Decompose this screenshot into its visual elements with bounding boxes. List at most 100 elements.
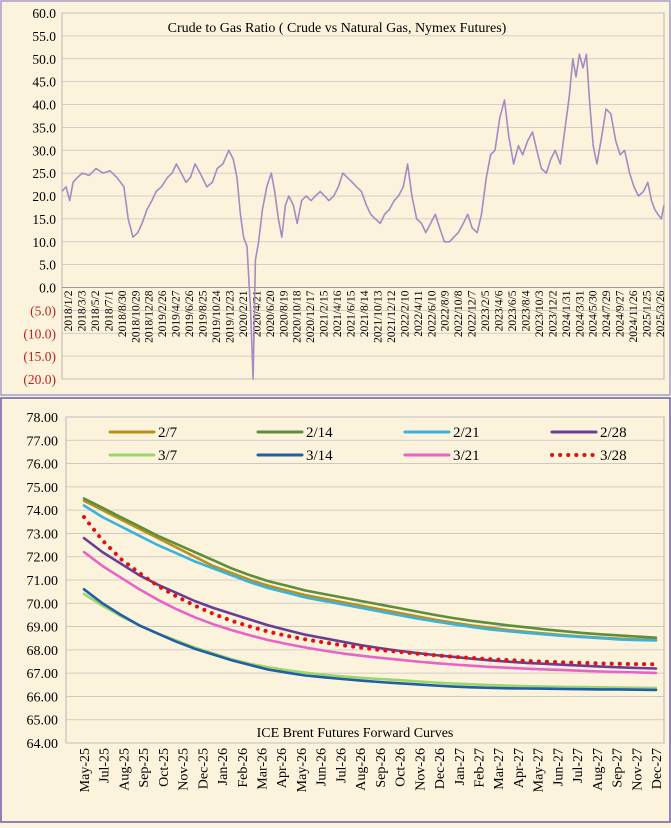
top-x-tick-label: 2019/10/24 — [211, 290, 223, 343]
legend-label-3-7: 3/7 — [158, 448, 178, 464]
top-x-tick-label: 2023/6/5 — [507, 290, 519, 331]
top-y-tick-label: 20.0 — [32, 189, 56, 204]
top-chart-frame — [0, 0, 671, 396]
top-x-tick-label: 2024/5/30 — [588, 290, 600, 337]
top-x-tick-label: 2018/12/28 — [144, 290, 156, 343]
bottom-y-tick-label: 77.00 — [27, 434, 59, 449]
bottom-x-tick-label: Jul-27 — [571, 748, 586, 783]
top-x-tick-label: 2025/3/26 — [655, 290, 667, 337]
top-x-tick-label: 2019/6/26 — [184, 290, 196, 337]
top-y-tick-label: 55.0 — [32, 29, 56, 44]
top-y-tick-label: 40.0 — [32, 98, 56, 113]
bottom-x-tick-label: Aug-25 — [117, 748, 132, 791]
bottom-x-tick-label: Nov-25 — [177, 748, 192, 791]
bottom-y-tick-label: 69.00 — [27, 621, 59, 636]
top-x-tick-label: 2024/1/31 — [561, 290, 573, 337]
top-x-tick-label: 2020/12/17 — [305, 290, 317, 343]
bottom-x-tick-label: Feb-26 — [236, 748, 251, 788]
bottom-x-tick-label: Nov-26 — [413, 748, 428, 791]
legend-label-3-21: 3/21 — [453, 448, 480, 464]
bottom-y-tick-label: 71.00 — [27, 574, 59, 589]
top-x-tick-label: 2019/4/27 — [171, 290, 183, 337]
top-x-tick-label: 2022/2/10 — [399, 290, 411, 337]
legend-label-3-14: 3/14 — [306, 448, 333, 464]
bottom-x-tick-label: Jan-27 — [453, 748, 468, 785]
bottom-y-tick-label: 72.00 — [27, 551, 59, 566]
bottom-x-tick-label: Dec-26 — [433, 748, 448, 789]
top-y-tick-label: 50.0 — [32, 52, 56, 67]
forward-curve-3-21 — [82, 550, 658, 675]
bottom-x-tick-label: Apr-27 — [512, 748, 527, 788]
top-x-tick-label: 2021/4/16 — [332, 290, 344, 337]
bottom-y-tick-label: 78.00 — [27, 411, 59, 426]
top-y-tick-label: 35.0 — [32, 120, 56, 135]
top-x-tick-label: 2024/9/27 — [615, 290, 627, 337]
brent-forward-curves-chart: 78.00 77.00 76.00 75.00 74.00 73.00 72.00 71.00… — [27, 411, 666, 792]
top-y-tick-label: (5.0) — [30, 303, 56, 318]
bottom-y-tick-label: 75.00 — [27, 481, 59, 496]
top-x-tick-label: 2021/2/15 — [319, 290, 331, 337]
top-x-tick-label: 2021/12/12 — [386, 290, 398, 343]
top-x-tick-label: 2020/2/21 — [238, 290, 250, 337]
top-x-tick-label: 2021/8/14 — [359, 290, 371, 337]
bottom-y-tick-label: 76.00 — [27, 458, 59, 473]
top-x-tick-label: 2023/4/6 — [494, 290, 506, 331]
bottom-y-tick-label: 65.00 — [27, 714, 59, 729]
top-x-tick-label: 2018/10/29 — [130, 290, 142, 343]
bottom-x-tick-label: Sep-26 — [374, 748, 389, 788]
top-x-tick-label: 2022/4/11 — [413, 290, 425, 336]
forward-curve-3-28 — [82, 515, 658, 667]
top-x-tick-label: 2019/12/23 — [224, 290, 236, 343]
top-x-tick-label: 2024/11/26 — [628, 290, 640, 342]
forward-curve-2-28 — [82, 536, 658, 670]
top-y-tick-label: 0.0 — [39, 281, 56, 296]
top-chart-title: Crude to Gas Ratio ( Crude vs Natural Ga… — [168, 21, 507, 36]
top-y-tick-label: 30.0 — [32, 143, 56, 158]
top-series-line — [61, 53, 665, 380]
top-y-tick-label: (20.0) — [23, 372, 56, 387]
top-x-tick-label: 2018/7/1 — [103, 290, 115, 331]
top-y-tick-label: 10.0 — [32, 235, 56, 250]
bottom-x-tick-label: Dec-27 — [650, 748, 665, 789]
top-x-tick-label: 2020/6/20 — [265, 290, 277, 337]
top-x-tick-label: 2018/5/2 — [90, 290, 102, 331]
bottom-chart-title: ICE Brent Futures Forward Curves — [257, 726, 454, 741]
top-y-tick-label: 45.0 — [32, 75, 56, 90]
bottom-x-tick-label: Jul-26 — [334, 748, 349, 783]
top-x-tick-label: 2020/8/19 — [278, 290, 290, 337]
forward-curve-3-14 — [82, 587, 658, 692]
bottom-x-tick-label: Jul-25 — [98, 748, 113, 783]
top-y-tick-label: 25.0 — [32, 166, 56, 181]
top-x-tick-label: 2021/10/13 — [372, 290, 384, 343]
top-y-tick-label: (10.0) — [23, 326, 56, 341]
top-x-tick-label: 2021/6/15 — [346, 290, 358, 337]
bottom-y-tick-label: 66.00 — [27, 690, 59, 705]
top-x-tick-label: 2018/8/30 — [117, 290, 129, 337]
bottom-y-tick-label: 68.00 — [27, 644, 59, 659]
bottom-y-tick-label: 64.00 — [27, 737, 59, 752]
bottom-x-tick-label: Aug-26 — [354, 748, 369, 791]
forward-curve-2-21 — [82, 504, 658, 642]
top-x-tick-label: 2025/1/25 — [642, 290, 654, 337]
top-x-tick-label: 2023/2/5 — [480, 290, 492, 331]
top-x-tick-label: 2024/3/31 — [574, 290, 586, 337]
bottom-x-tick-label: Dec-25 — [196, 748, 211, 789]
top-x-tick-label: 2022/12/7 — [467, 290, 479, 337]
legend-label-2-28: 2/28 — [600, 425, 627, 441]
bottom-y-tick-label: 74.00 — [27, 504, 59, 519]
top-x-tick-label: 2019/2/26 — [157, 290, 169, 337]
bottom-x-tick-label: Aug-27 — [591, 748, 606, 791]
bottom-x-tick-label: Jun-26 — [315, 748, 330, 786]
top-x-tick-label: 2023/10/3 — [534, 290, 546, 337]
bottom-x-tick-label: Jan-26 — [216, 748, 231, 785]
top-x-tick-label: 2022/10/8 — [453, 290, 465, 337]
top-x-tick-label: 2020/4/21 — [251, 290, 263, 337]
top-x-tick-label: 2019/8/25 — [198, 290, 210, 337]
bottom-x-tick-label: Nov-27 — [630, 748, 645, 791]
bottom-x-tick-label: Apr-26 — [275, 748, 290, 788]
bottom-y-tick-label: 70.00 — [27, 597, 59, 612]
top-x-tick-label: 2023/12/2 — [547, 290, 559, 337]
bottom-x-tick-label: Oct-25 — [157, 748, 172, 787]
legend-label-2-7: 2/7 — [158, 425, 178, 441]
